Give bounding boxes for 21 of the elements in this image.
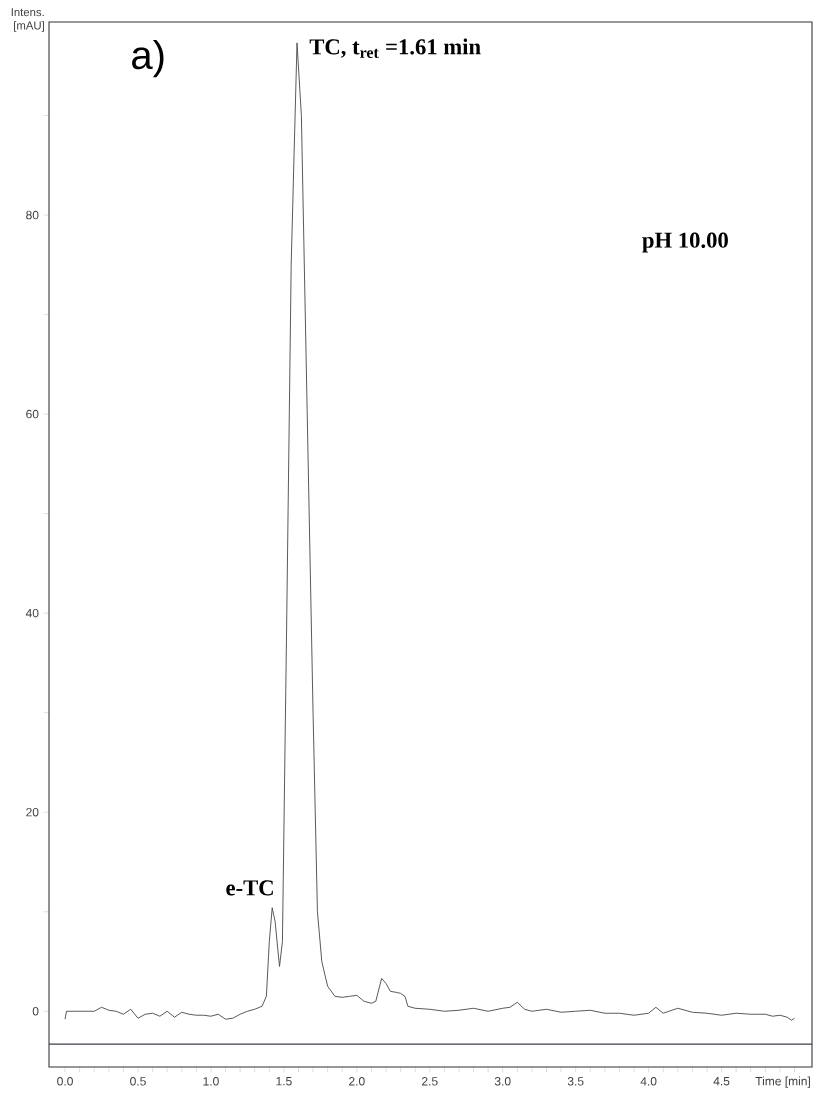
y-axis-title: Intens. [mAU]	[11, 8, 44, 32]
x-tick-label: 1.5	[276, 1077, 292, 1086]
y-tick-label: 60	[26, 409, 39, 419]
x-tick-label: 0.5	[130, 1077, 146, 1086]
x-tick-label: 2.5	[422, 1077, 438, 1086]
x-axis-title: Time [min]	[755, 1076, 810, 1088]
x-tick-label: 2.0	[349, 1077, 365, 1086]
x-tick-label: 4.5	[713, 1077, 730, 1086]
x-tick-label: 4.0	[640, 1077, 657, 1086]
x-tick-label: 3.5	[567, 1077, 584, 1086]
annotation: pH 10.00	[642, 232, 728, 253]
x-tick-label: 3.0	[494, 1077, 511, 1086]
annotation: TC, t$_{ret}$ =1.61 min	[309, 38, 481, 58]
y-tick-label: 40	[25, 608, 39, 618]
x-tick-label: 0.0	[57, 1077, 73, 1086]
annotation: a)	[132, 39, 164, 78]
x-tick-label: 1.0	[203, 1077, 219, 1086]
y-tick-label: 20	[26, 807, 39, 817]
annotation: e-TC	[226, 880, 273, 896]
y-tick-label: 80	[26, 210, 39, 220]
y-tick-label: 0	[32, 1007, 39, 1016]
